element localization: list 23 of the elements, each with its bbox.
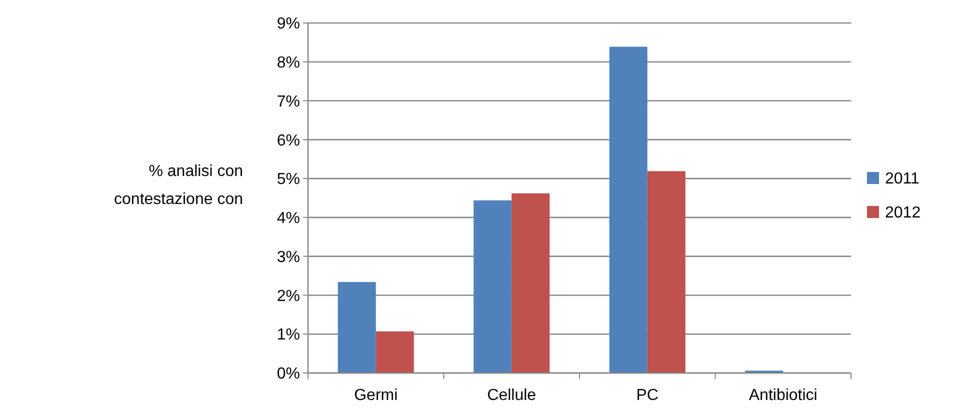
x-tick-label: Antibiotici [748,387,818,404]
legend-label: 2012 [885,204,921,222]
bar [376,331,414,373]
y-tick-label: 6% [276,132,300,150]
bar [338,282,376,373]
y-tick-label: 1% [276,326,300,344]
bar [474,200,512,373]
y-tick-label: 0% [276,366,300,383]
legend-label: 2011 [885,170,920,188]
y-tick-label: 4% [276,210,300,228]
x-tick-label: PC [636,387,658,404]
x-tick-label: Cellule [487,387,536,404]
y-tick-label: 3% [276,248,300,266]
y-axis-title: % analisi con contestazione con [114,163,243,208]
y-tick-label: 8% [276,54,300,72]
bar [609,46,648,373]
bar [647,171,686,373]
y-tick-label: 2% [276,288,300,305]
y-tick-label: 7% [276,93,300,110]
x-tick-label: Germi [354,387,398,404]
y-tick-label: 5% [276,171,300,188]
bar [512,193,550,373]
y-tick-label: 9% [276,16,300,33]
